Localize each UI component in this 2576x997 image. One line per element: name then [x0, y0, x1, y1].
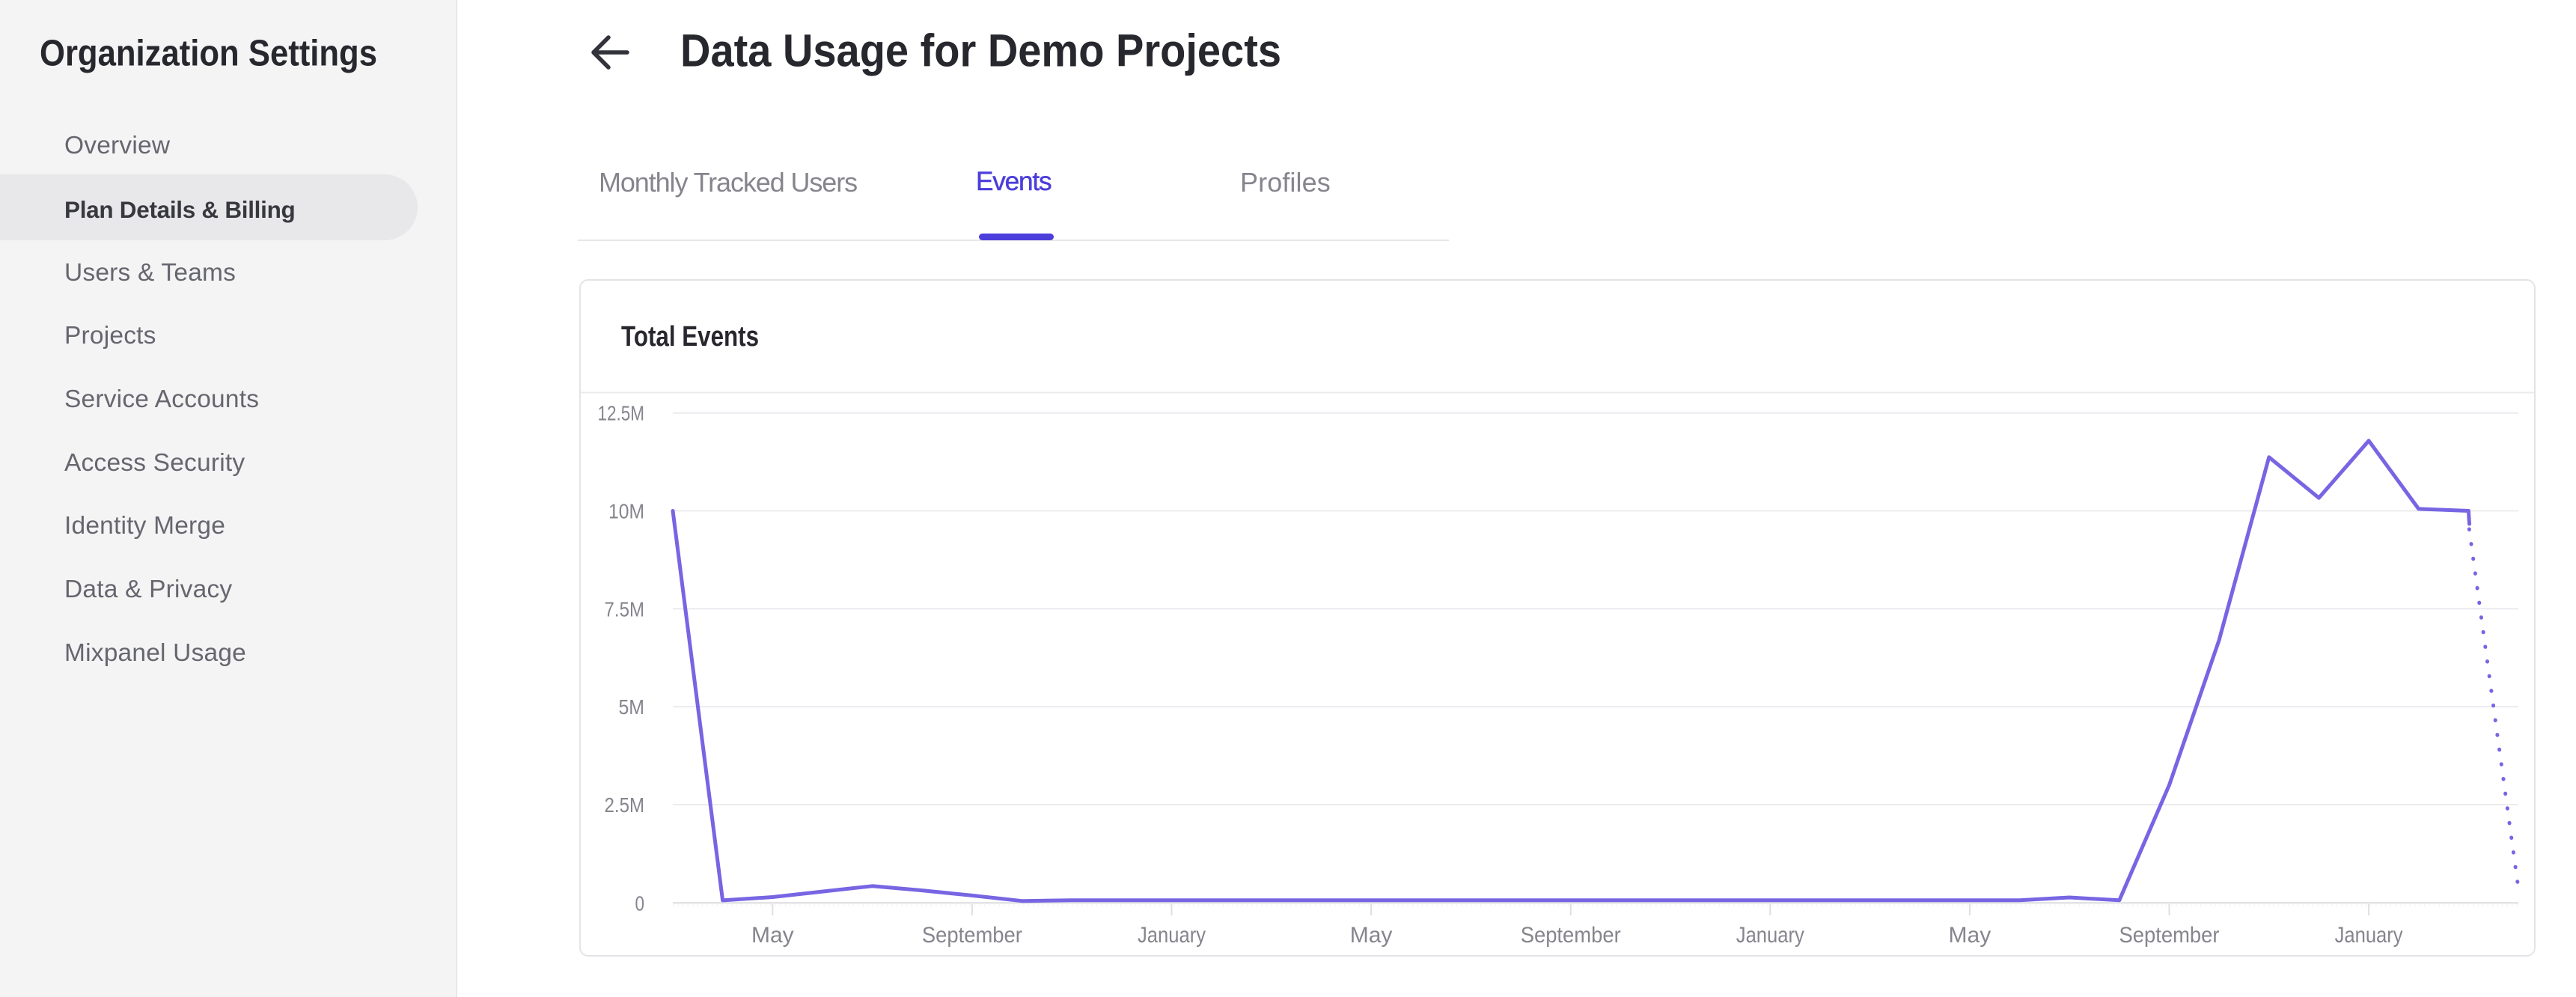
- svg-text:7.5M: 7.5M: [605, 597, 645, 621]
- svg-text:September: September: [922, 923, 1022, 948]
- svg-text:May: May: [1350, 923, 1393, 948]
- svg-text:5M: 5M: [619, 695, 645, 719]
- svg-text:Total Events: Total Events: [621, 321, 759, 353]
- svg-text:2.5M: 2.5M: [605, 793, 645, 817]
- svg-text:September: September: [1521, 923, 1621, 948]
- svg-text:September: September: [2119, 923, 2220, 948]
- svg-text:12.5M: 12.5M: [598, 402, 645, 425]
- svg-text:May: May: [751, 923, 794, 948]
- svg-text:May: May: [1949, 923, 1991, 948]
- svg-text:January: January: [1138, 923, 1206, 948]
- svg-text:0: 0: [635, 891, 645, 915]
- svg-text:January: January: [2335, 923, 2403, 948]
- svg-text:Organization Settings: Organization Settings: [40, 34, 377, 74]
- svg-text:10M: 10M: [608, 500, 644, 523]
- svg-text:Data Usage for Demo Projects: Data Usage for Demo Projects: [680, 25, 1281, 76]
- svg-text:January: January: [1736, 923, 1804, 948]
